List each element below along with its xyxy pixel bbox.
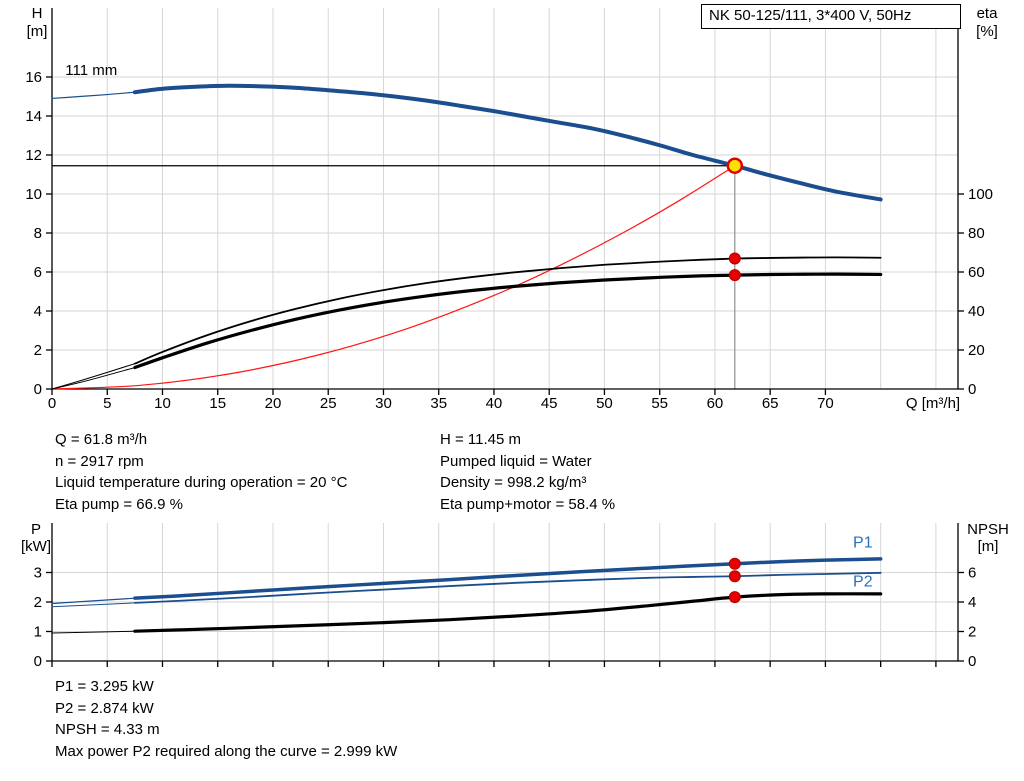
- svg-text:2: 2: [968, 624, 976, 641]
- duty-point-eta-pump-motor: [728, 269, 741, 282]
- p2-curve: [133, 571, 882, 604]
- svg-text:10: 10: [25, 186, 42, 203]
- svg-text:30: 30: [375, 395, 392, 412]
- power-npsh-chart: 0 1 2 3 0 2 4 6 P[kW] NPSH[m] P1 P2: [21, 521, 1009, 670]
- svg-text:65: 65: [762, 395, 779, 412]
- density-text: Density = 998.2 kg/m³: [440, 474, 587, 491]
- svg-text:10: 10: [154, 395, 171, 412]
- svg-text:70: 70: [817, 395, 834, 412]
- curve-label: 111 mm: [65, 62, 117, 79]
- svg-text:15: 15: [209, 395, 226, 412]
- svg-text:6: 6: [968, 565, 976, 582]
- svg-text:4: 4: [34, 303, 42, 320]
- curve-label: P2: [853, 574, 873, 591]
- svg-text:2: 2: [34, 342, 42, 359]
- svg-text:100: 100: [968, 186, 993, 203]
- svg-text:55: 55: [651, 395, 668, 412]
- svg-text:H: H: [32, 5, 43, 22]
- npsh-curve-lead: [51, 630, 136, 634]
- pumped-liquid-text: Pumped liquid = Water: [440, 452, 592, 470]
- qh-eta-chart: 0 2 4 6 8 10 12 14 16 0 20 40 60 80 100 0 5 10 15 20 25 30 35 4…: [25, 5, 999, 412]
- svg-text:25: 25: [320, 395, 337, 412]
- svg-text:16: 16: [25, 69, 42, 86]
- svg-text:0: 0: [48, 395, 56, 412]
- svg-text:45: 45: [541, 395, 558, 412]
- svg-text:P: P: [31, 521, 41, 538]
- svg-text:40: 40: [486, 395, 503, 412]
- system-curve: [51, 165, 736, 390]
- svg-text:35: 35: [430, 395, 447, 412]
- duty-point-npsh: [728, 591, 741, 604]
- eta-pump-motor-curve: [133, 272, 883, 370]
- svg-text:14: 14: [25, 108, 42, 125]
- svg-text:0: 0: [968, 653, 976, 670]
- pump-speed-text: n = 2917 rpm: [55, 452, 144, 470]
- svg-text:12: 12: [25, 147, 42, 164]
- p2-curve-lead: [51, 602, 136, 608]
- head-curve-111mm: [132, 83, 883, 202]
- npsh-curve: [133, 592, 883, 633]
- svg-text:3: 3: [34, 565, 42, 582]
- p1-value-text: P1 = 3.295 kW: [55, 678, 154, 695]
- duty-head-text: H = 11.45 m: [440, 431, 522, 448]
- svg-text:2: 2: [34, 594, 42, 611]
- svg-text:eta: eta: [977, 5, 999, 22]
- svg-text:40: 40: [968, 303, 985, 320]
- svg-text:50: 50: [596, 395, 613, 412]
- svg-text:4: 4: [968, 594, 976, 611]
- eta-pump-text: Eta pump = 66.9 %: [55, 495, 183, 513]
- p2-value-text: P2 = 2.874 kW: [55, 699, 154, 717]
- svg-text:[kW]: [kW]: [21, 538, 51, 555]
- svg-text:NPSH: NPSH: [967, 521, 1009, 538]
- eta-pump-curve: [133, 256, 882, 365]
- eta-pump-lead: [51, 363, 136, 390]
- svg-text:[m]: [m]: [978, 538, 999, 555]
- p1-curve-lead: [51, 597, 136, 605]
- svg-text:[m]: [m]: [27, 23, 48, 40]
- curve-label: P1: [853, 534, 873, 551]
- pump-title-box: NK 50-125/111, 3*400 V, 50Hz: [701, 4, 961, 29]
- svg-text:20: 20: [968, 342, 985, 359]
- power-info: P1 = 3.295 kW P2 = 2.874 kW NPSH = 4.33 …: [55, 676, 397, 762]
- duty-point-p1: [728, 557, 741, 570]
- svg-text:60: 60: [707, 395, 724, 412]
- eta-pump-motor-text: Eta pump+motor = 58.4 %: [440, 495, 616, 513]
- svg-text:0: 0: [968, 381, 976, 398]
- duty-info-left: Q = 61.8 m³/h n = 2917 rpm Liquid temper…: [55, 429, 347, 515]
- svg-text:[%]: [%]: [976, 23, 998, 40]
- duty-point-head: [726, 157, 744, 174]
- svg-text:20: 20: [265, 395, 282, 412]
- svg-text:5: 5: [103, 395, 111, 412]
- eta-pump-motor-lead: [51, 367, 136, 390]
- svg-text:80: 80: [968, 225, 985, 242]
- svg-text:0: 0: [34, 381, 42, 398]
- duty-info-right: H = 11.45 m Pumped liquid = Water Densit…: [440, 429, 615, 515]
- svg-text:6: 6: [34, 264, 42, 281]
- duty-flow-text: Q = 61.8 m³/h: [55, 431, 148, 448]
- npsh-value-text: NPSH = 4.33 m: [55, 721, 160, 738]
- p1-curve: [133, 557, 883, 600]
- max-power-text: Max power P2 required along the curve = …: [55, 742, 398, 760]
- duty-point-eta-pump: [728, 252, 741, 265]
- svg-text:8: 8: [34, 225, 42, 242]
- head-curve-lead: [51, 91, 136, 100]
- svg-text:1: 1: [34, 624, 42, 641]
- svg-text:0: 0: [34, 653, 42, 670]
- liquid-temp-text: Liquid temperature during operation = 20…: [55, 474, 348, 491]
- svg-text:60: 60: [968, 264, 985, 281]
- svg-text:Q [m³/h]: Q [m³/h]: [906, 395, 960, 412]
- duty-point-p2: [728, 570, 741, 583]
